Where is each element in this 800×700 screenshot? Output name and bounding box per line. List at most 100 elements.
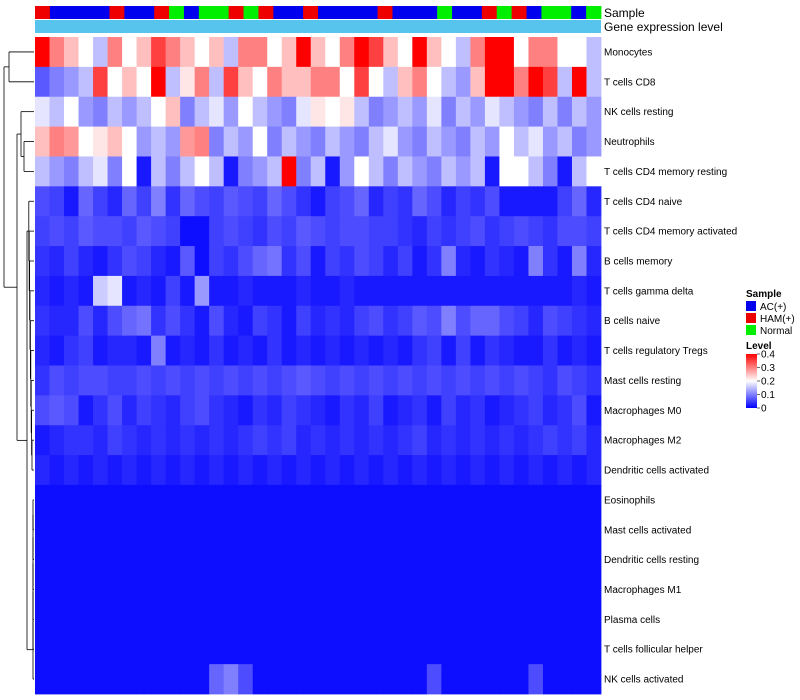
heatmap-cell: [180, 126, 196, 157]
heatmap-cell: [528, 604, 544, 635]
heatmap-cell: [426, 395, 442, 426]
heatmap-cell: [325, 365, 341, 396]
heatmap-cell: [64, 305, 79, 337]
heatmap-cell: [165, 126, 181, 157]
heatmap-cell: [194, 37, 210, 68]
sample-annotation-cell: [213, 6, 230, 19]
heatmap-cell: [325, 246, 341, 277]
heatmap-cell: [165, 37, 181, 68]
heatmap-cell: [383, 305, 399, 337]
row-label: NK cells activated: [604, 675, 683, 686]
heatmap-cell: [586, 305, 602, 337]
heatmap-cell: [484, 246, 500, 277]
heatmap-cell: [78, 395, 94, 426]
heatmap-cell: [499, 395, 515, 426]
heatmap-cell: [64, 37, 79, 68]
heatmap-cell: [397, 305, 413, 337]
heatmap-cell: [194, 574, 210, 605]
heatmap-cell: [209, 246, 225, 277]
row-label: Monocytes: [604, 47, 652, 58]
heatmap-cell: [107, 634, 123, 665]
heatmap-cell: [325, 335, 341, 366]
heatmap-cell: [252, 216, 268, 247]
heatmap-cell: [325, 604, 341, 635]
heatmap-cell: [180, 425, 196, 456]
heatmap-cell: [310, 455, 326, 486]
heatmap-cell: [441, 96, 457, 127]
heatmap-cell: [136, 634, 152, 665]
heatmap-cell: [412, 126, 428, 157]
heatmap-cell: [499, 455, 515, 486]
heatmap-cell: [325, 634, 341, 665]
heatmap-cell: [281, 395, 297, 426]
heatmap-cell: [209, 544, 225, 575]
heatmap-cell: [557, 246, 573, 277]
heatmap-cell: [441, 246, 457, 277]
heatmap-cell: [267, 484, 283, 516]
heatmap-cell: [426, 275, 442, 307]
heatmap-cell: [252, 305, 268, 337]
heatmap-cell: [586, 664, 602, 695]
sample-annotation-cell: [377, 6, 393, 19]
heatmap-cell: [499, 216, 515, 247]
heatmap-cell: [397, 365, 413, 396]
heatmap-cell: [296, 514, 312, 546]
heatmap-cell: [209, 484, 225, 516]
heatmap-cell: [542, 96, 558, 127]
heatmap-cell: [325, 544, 341, 575]
heatmap-cell: [455, 574, 471, 605]
heatmap-cell: [455, 156, 471, 187]
heatmap-cell: [107, 395, 123, 426]
heatmap-cell: [238, 275, 254, 307]
heatmap-cell: [281, 664, 297, 695]
heatmap-cell: [513, 425, 529, 456]
heatmap-cell: [107, 66, 123, 98]
heatmap-cell: [64, 455, 79, 486]
heatmap-cell: [238, 455, 254, 486]
heatmap-cell: [586, 37, 602, 68]
heatmap-cell: [180, 484, 196, 516]
heatmap-cell: [209, 634, 225, 665]
heatmap-cell: [49, 186, 65, 217]
heatmap-cell: [151, 246, 167, 277]
heatmap-cell: [194, 664, 210, 695]
heatmap-cell: [470, 126, 486, 157]
heatmap-cell: [252, 544, 268, 575]
heatmap-cell: [49, 246, 65, 277]
heatmap-cell: [252, 66, 268, 98]
heatmap-cell: [281, 305, 297, 337]
heatmap-cell: [78, 96, 94, 127]
heatmap-cell: [397, 275, 413, 307]
heatmap-cell: [310, 634, 326, 665]
heatmap-cell: [528, 335, 544, 366]
heatmap-cell: [455, 305, 471, 337]
heatmap-cell: [296, 604, 312, 635]
heatmap-cell: [49, 305, 65, 337]
heatmap-cell: [441, 275, 457, 307]
heatmap-cell: [180, 544, 196, 575]
heatmap-cell: [325, 186, 341, 217]
heatmap-cell: [542, 246, 558, 277]
heatmap-cell: [368, 66, 384, 98]
heatmap-cell: [325, 455, 341, 486]
heatmap-cell: [296, 484, 312, 516]
heatmap-cell: [542, 455, 558, 486]
heatmap-cell: [310, 275, 326, 307]
heatmap-cell: [470, 186, 486, 217]
heatmap-cell: [238, 395, 254, 426]
heatmap-cell: [354, 574, 370, 605]
heatmap-cell: [49, 514, 65, 546]
heatmap-cell: [513, 634, 529, 665]
heatmap-cell: [484, 96, 500, 127]
heatmap-cell: [339, 37, 355, 68]
heatmap-cell: [107, 246, 123, 277]
heatmap-cell: [281, 216, 297, 247]
heatmap-cell: [542, 634, 558, 665]
heatmap-cell: [571, 544, 587, 575]
heatmap-cell: [180, 216, 196, 247]
heatmap-cell: [296, 455, 312, 486]
heatmap-cell: [107, 455, 123, 486]
heatmap-cell: [209, 335, 225, 366]
expression-track-label: Gene expression level: [604, 20, 723, 34]
heatmap-cell: [151, 96, 167, 127]
